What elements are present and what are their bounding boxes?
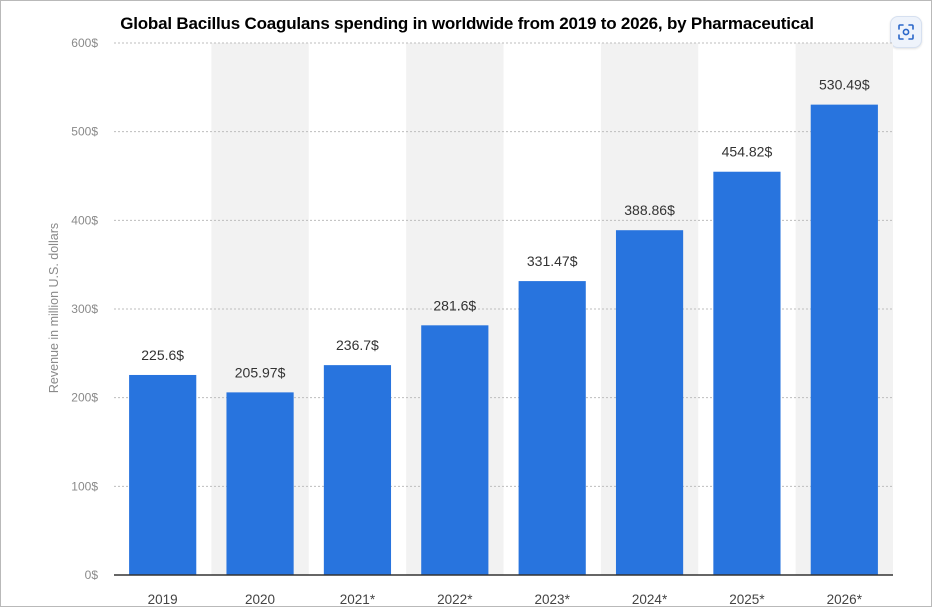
bar [810,104,878,575]
bar [518,281,586,575]
x-tick-label: 2025* [729,592,765,607]
x-tick-label: 2020 [245,592,275,607]
bar-value-label: 225.6$ [141,347,184,363]
lens-button[interactable] [890,16,922,48]
x-tick-label: 2019 [148,592,178,607]
bar [421,325,489,575]
lens-scan-icon [898,24,914,40]
y-ticks-group: 0$ 100$ 200$ 300$ 400$ 500$ 600$ [71,36,98,582]
y-tick-label: 400$ [71,213,98,227]
bar-value-label: 236.7$ [336,337,379,353]
bar-value-label: 530.49$ [819,77,870,93]
bar [323,365,392,575]
x-tick-label: 2023* [535,592,571,607]
y-tick-label: 200$ [71,391,98,405]
x-tick-label: 2026* [827,592,863,607]
y-tick-label: 300$ [71,302,98,316]
bar-value-label: 388.86$ [624,202,675,218]
y-tick-label: 600$ [71,36,98,50]
bar-value-label: 331.47$ [527,253,578,269]
x-tick-label: 2021* [340,592,376,607]
y-tick-label: 0$ [85,568,99,582]
y-tick-label: 500$ [71,125,98,139]
bar [615,230,684,575]
bars-group [129,104,878,576]
x-ticks-group: 2019 2020 2021* 2022* 2023* 2024* 2025* 2026* [148,592,863,607]
bar-value-label: 454.82$ [722,144,773,160]
bar [226,392,294,575]
bar [129,374,197,575]
y-tick-label: 100$ [71,479,98,493]
x-tick-label: 2022* [437,592,473,607]
bar [713,171,781,576]
data-labels-group: 225.6$ 205.97$ 236.7$ 281.6$ 331.47$ 388.86$ 4… [141,77,870,381]
x-tick-label: 2024* [632,592,668,607]
bar-value-label: 205.97$ [235,364,286,380]
chart-title: Global Bacillus Coagulans spending in wo… [120,14,814,33]
bar-value-label: 281.6$ [433,297,476,313]
